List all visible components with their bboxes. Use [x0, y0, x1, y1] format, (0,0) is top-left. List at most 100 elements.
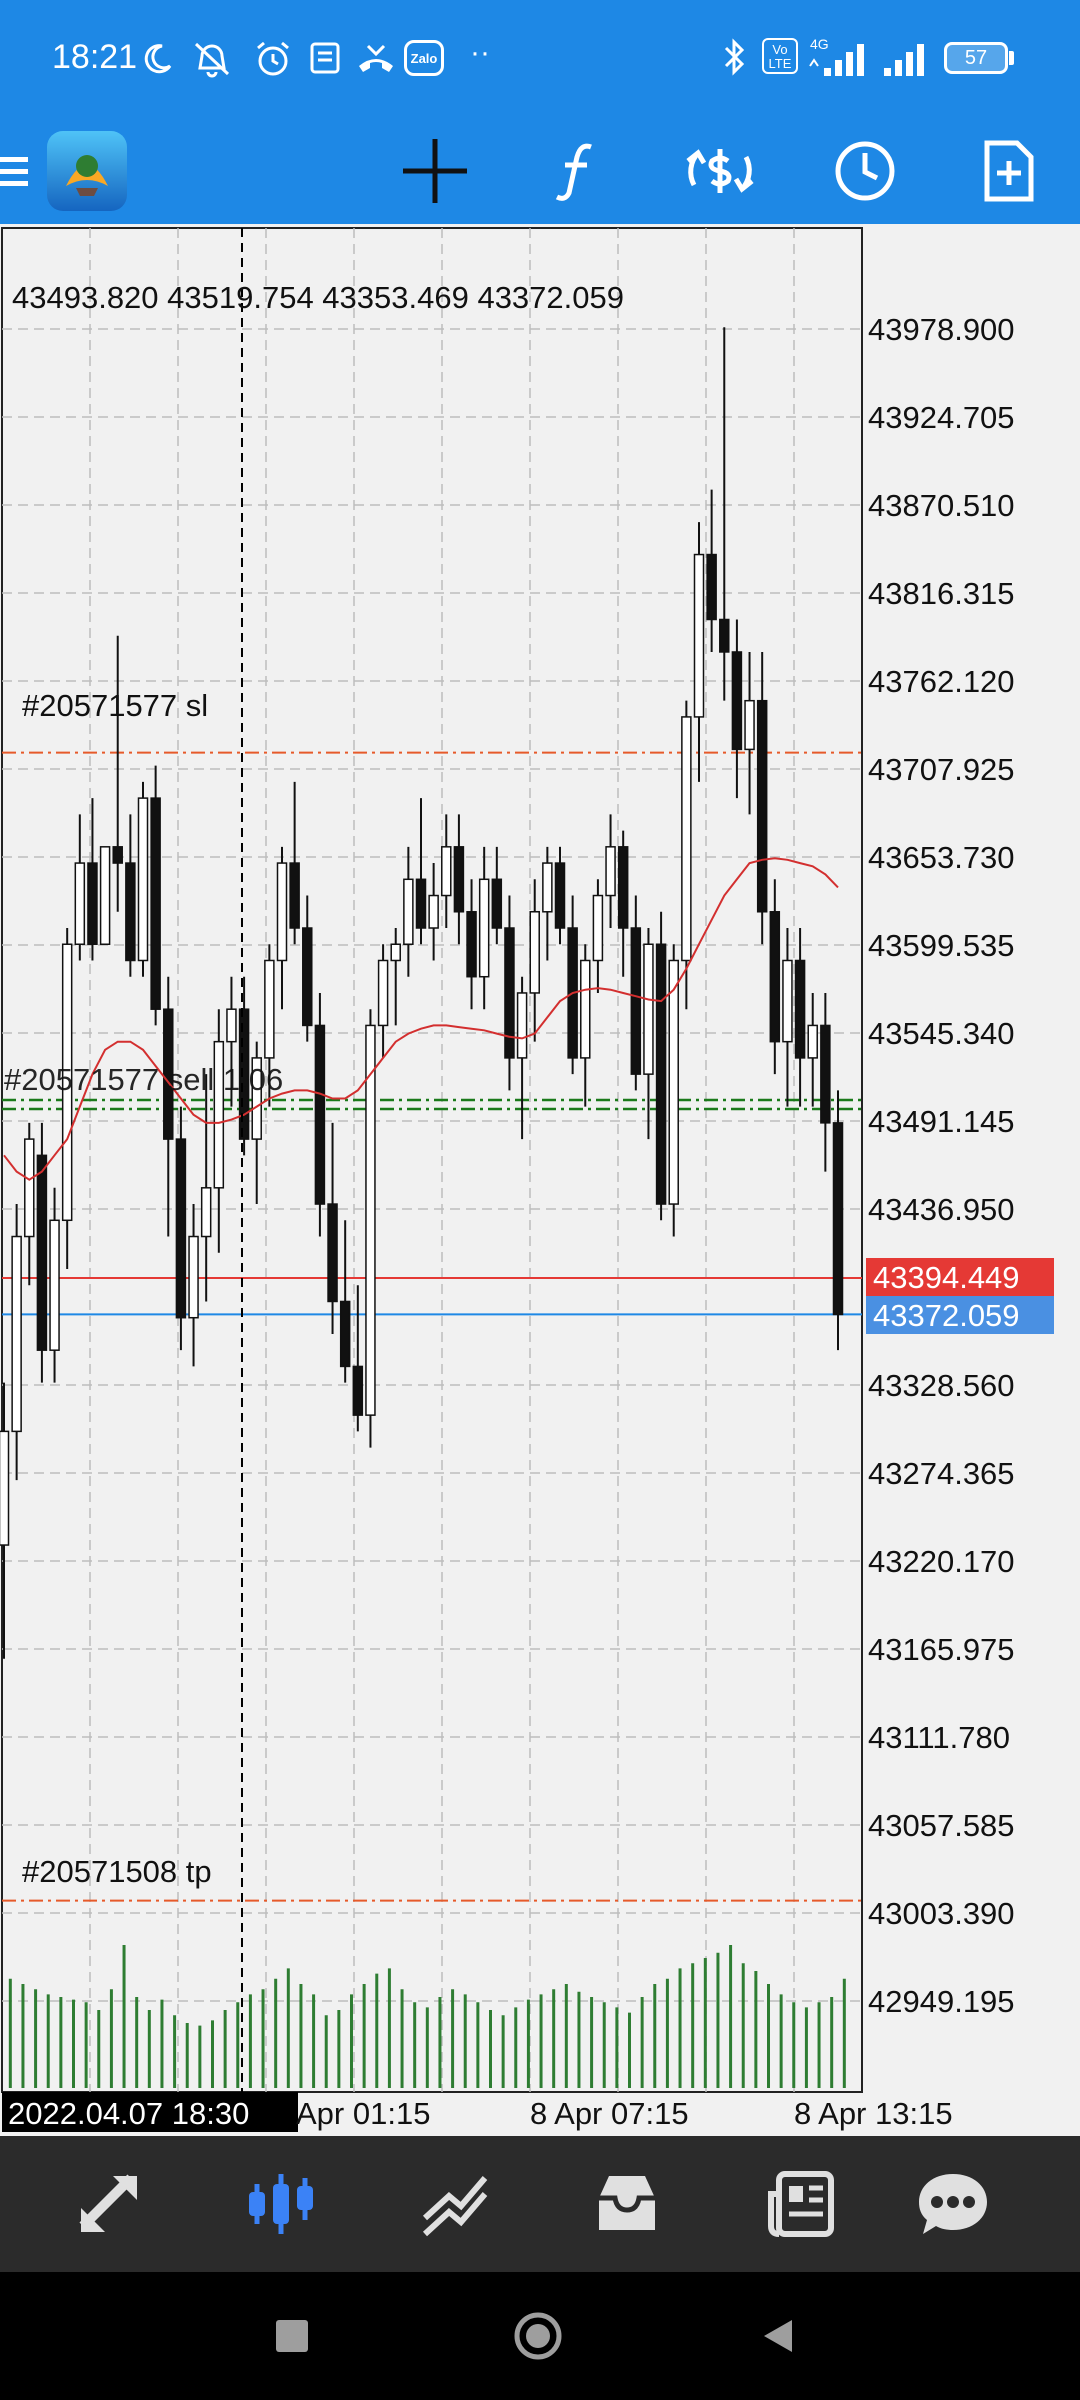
candlestick-chart-icon: [249, 2174, 313, 2234]
candle-body: [0, 1430, 10, 1546]
candle-body: [200, 1187, 212, 1238]
crosshair-icon: [403, 139, 467, 203]
candle-body: [794, 959, 806, 1059]
candle: [832, 1090, 844, 1351]
candle-body: [390, 943, 401, 962]
cursor-time-label: 2022.04.07 18:30: [8, 2096, 249, 2131]
candle-body: [87, 862, 98, 945]
home-circle-icon: [514, 2312, 562, 2360]
candle: [137, 781, 149, 977]
price-tick-label: 43111.780: [868, 1720, 1010, 1755]
candle: [302, 895, 313, 1042]
recents-button[interactable]: [242, 2272, 342, 2400]
network-label: 4G: [810, 36, 829, 52]
timeframe-button[interactable]: [820, 118, 910, 224]
candle-body: [782, 959, 793, 1043]
chart-grid: [1, 227, 863, 2093]
function-icon: [555, 143, 592, 201]
back-button[interactable]: [728, 2272, 828, 2400]
trade-lines-icon: [422, 2176, 488, 2237]
candle-body: [643, 943, 654, 1075]
metatrader-logo-icon: [47, 131, 127, 211]
candle-body: [415, 878, 427, 929]
alarm-icon: [257, 41, 289, 76]
moon-icon: [144, 44, 172, 74]
symbols-button[interactable]: [675, 118, 765, 224]
indicators-button[interactable]: [533, 118, 623, 224]
nav-trade[interactable]: [400, 2136, 510, 2272]
square-icon: [276, 2320, 308, 2352]
app-toolbar: [0, 118, 1080, 224]
price-axis: 43978.900 43924.705 43870.510 43816.315 4376…: [868, 312, 1015, 2019]
nav-chart[interactable]: [226, 2136, 336, 2272]
plot-frame: [1, 227, 863, 2093]
nav-messages[interactable]: [898, 2136, 1008, 2272]
signal-icon-1: [809, 44, 864, 76]
candle-body: [112, 846, 123, 864]
candle: [0, 1382, 10, 1659]
candle: [807, 992, 818, 1107]
candle-body: [820, 1024, 831, 1124]
candle: [188, 1204, 199, 1367]
candle: [592, 879, 604, 993]
candle: [580, 944, 591, 1107]
nav-quotes[interactable]: [54, 2136, 164, 2272]
candle-body: [188, 1235, 199, 1319]
time-label-3: 8 Apr 13:15: [794, 2096, 953, 2131]
new-order-button[interactable]: [964, 118, 1054, 224]
candle-body: [769, 911, 781, 1043]
home-button[interactable]: [488, 2272, 588, 2400]
cursor-time-box: [2, 2092, 298, 2132]
price-tick-label: 43436.950: [868, 1192, 1015, 1227]
candle-body: [491, 878, 503, 929]
candle-body: [592, 894, 604, 962]
status-bar: 18:21 Zalo ·· Vo LTE 4G 57: [0, 0, 1080, 118]
candle-body: [807, 1024, 818, 1059]
nav-history[interactable]: [572, 2136, 682, 2272]
last-price-label: 43372.059: [873, 1298, 1020, 1333]
price-chart[interactable]: 43978.900 43924.705 43870.510 43816.315 4376…: [0, 224, 1080, 2136]
bid-price-box: [866, 1258, 1054, 1296]
candle: [731, 619, 743, 799]
crosshair-button[interactable]: [390, 118, 480, 224]
missed-call-icon: [359, 44, 393, 72]
nav-news[interactable]: [746, 2136, 856, 2272]
candle-body: [302, 927, 313, 1027]
battery-icon: 57: [944, 42, 1008, 74]
candle-body: [74, 862, 86, 945]
candle: [415, 798, 427, 945]
price-tick-label: 43545.340: [868, 1016, 1015, 1051]
candle: [668, 944, 679, 1237]
candle-body: [403, 878, 414, 945]
candle-body: [137, 797, 149, 962]
candle: [769, 879, 781, 1075]
candle: [693, 522, 705, 782]
candle-body: [681, 716, 692, 962]
price-tick-label: 43653.730: [868, 840, 1015, 875]
price-tick-label: 43978.900: [868, 312, 1015, 347]
price-tick-label: 43274.365: [868, 1456, 1015, 1491]
candle-body: [49, 1219, 60, 1351]
candle-body: [719, 618, 730, 653]
candle-body: [554, 862, 566, 929]
volte-label: Vo LTE: [768, 42, 792, 71]
battery-tip: [1009, 51, 1014, 65]
chart-svg[interactable]: 43978.900 43924.705 43870.510 43816.315 4376…: [0, 224, 1080, 2136]
candle-body: [289, 862, 300, 929]
bottom-navigation: [0, 2136, 1080, 2272]
price-tick-label: 43599.535: [868, 928, 1015, 963]
tp-label: #20571508 tp: [22, 1854, 212, 1889]
menu-button[interactable]: [0, 118, 40, 224]
zalo-label: Zalo: [410, 50, 438, 66]
candle-body: [832, 1122, 844, 1316]
candle-body: [125, 862, 136, 962]
app-logo[interactable]: [44, 118, 130, 224]
last-price-box: [866, 1296, 1054, 1334]
candle: [554, 846, 566, 945]
price-tick-label: 43491.145: [868, 1104, 1015, 1139]
candle-body: [213, 1040, 225, 1189]
price-tick-label: 43924.705: [868, 400, 1015, 435]
bluetooth-icon: [724, 38, 745, 76]
candle-body: [11, 1235, 22, 1433]
volte-icon: Vo LTE: [762, 38, 798, 74]
